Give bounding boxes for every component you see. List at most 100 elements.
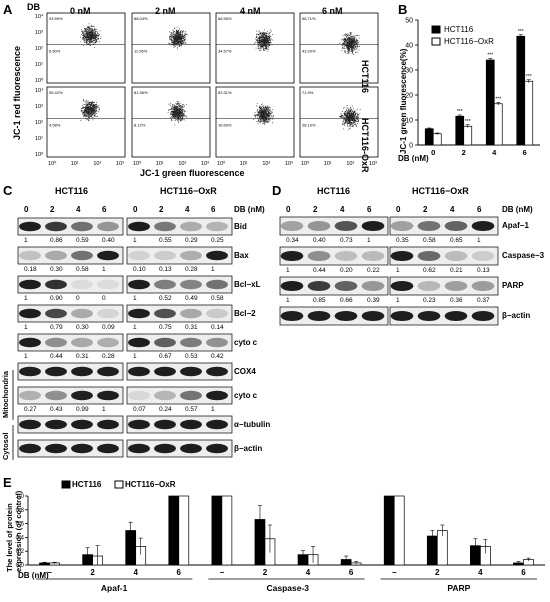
blot-quant-value: 0.43: [50, 406, 63, 413]
blot-band: [417, 280, 441, 292]
panel-e-x-tick-label: −: [219, 568, 225, 577]
flow-plot-frame: [131, 12, 211, 84]
blot-protein-label: COX4: [234, 366, 256, 376]
blot-band: [45, 366, 67, 377]
blot-band: [180, 250, 202, 261]
blot-band: [180, 337, 202, 348]
blot-band: [45, 221, 67, 232]
blot-band: [97, 419, 119, 430]
blot-band: [206, 250, 228, 261]
blot-band: [71, 337, 93, 348]
blot-dose-label: 2: [423, 205, 428, 214]
blot-box: [17, 217, 124, 236]
blot-band: [71, 366, 93, 377]
panel-b-significance: ***: [518, 29, 524, 35]
blot-band: [128, 443, 150, 454]
blot-dose-label: 0: [286, 205, 291, 214]
blot-box: [126, 304, 233, 323]
blot-band: [97, 250, 119, 261]
blot-dose-label: 0: [24, 205, 29, 214]
blot-quant-value: 1: [102, 406, 106, 413]
blot-quant-value: 0.49: [185, 295, 198, 302]
blot-band: [71, 443, 93, 454]
flow-dots: [80, 99, 100, 122]
panel-b-x-tick-label: 4: [492, 148, 497, 157]
panel-b-significance: ***: [495, 97, 501, 103]
panel-a-conc-0: 0 nM: [70, 6, 91, 16]
panel-letter-e: E: [3, 475, 12, 490]
panel-a-conc-1: 2 nM: [155, 6, 176, 16]
blot-quant-value: 1: [24, 324, 28, 331]
panel-e-x-tick-label: 6: [176, 568, 181, 577]
blot-band: [206, 221, 228, 232]
blot-band: [71, 390, 93, 401]
blot-band: [97, 337, 119, 348]
blot-quant-value: 1: [24, 353, 28, 360]
blot-band: [128, 308, 150, 319]
blot-protein-label: β−actin: [234, 443, 263, 453]
panel-b-y-tick-label: 10: [405, 118, 413, 125]
blot-protein-label: PARP: [502, 281, 524, 290]
blot-quant-value: 0.30: [50, 266, 63, 273]
panel-e-legend-swatch-1: [114, 480, 124, 489]
panel-e-ylabel: The level of protein expression (of cont…: [5, 490, 23, 572]
blot-box: [126, 386, 233, 405]
quadrant-bottom-value: 28.10%: [302, 123, 316, 128]
flow-plot-frame: [131, 86, 211, 158]
blot-db-label: DB (nM): [234, 205, 265, 214]
blot-band: [154, 221, 176, 232]
y-tick-label: 10²: [35, 120, 43, 126]
blot-band: [128, 337, 150, 348]
blot-quant-value: 0.21: [450, 267, 463, 274]
blot-quant-value: 1: [211, 406, 215, 413]
flow-plot-frame: [46, 86, 126, 158]
blot-band: [417, 310, 441, 322]
blot-box: [126, 439, 233, 458]
blot-quant-value: 0.66: [340, 297, 353, 304]
blot-band: [444, 280, 468, 292]
blot-band: [334, 220, 358, 232]
blot-quant-value: 0.55: [159, 237, 172, 244]
blot-band: [19, 443, 41, 454]
panel-b-legend-0: HCT116: [444, 25, 474, 34]
blot-quant-value: 0.86: [50, 237, 63, 244]
panel-letter-d: D: [272, 183, 282, 198]
panel-b-significance: ***: [465, 119, 471, 125]
blot-band: [128, 366, 150, 377]
blot-quant-value: 1: [102, 266, 106, 273]
panel-e-x-tick-label: 4: [478, 568, 483, 577]
blot-band: [154, 337, 176, 348]
blot-quant-value: 0.62: [423, 267, 436, 274]
panel-b-y-tick-label: 30: [405, 68, 413, 75]
panel-b-xlabel: DB (nM): [398, 154, 429, 163]
panel-e-group-label: Caspase-3: [266, 583, 310, 593]
blot-band: [390, 280, 414, 292]
blot-band: [307, 280, 331, 292]
panel-e-x-tick-label: −: [47, 568, 52, 577]
blot-quant-value: 0.28: [102, 353, 115, 360]
blot-quant-value: 0.13: [477, 267, 490, 274]
blot-quant-value: 0.07: [133, 406, 146, 413]
panel-a-db-label: DB: [27, 2, 40, 12]
quadrant-top-value: 83.31%: [218, 90, 232, 95]
panel-e-x-tick-label: 6: [348, 568, 354, 577]
quadrant-bottom-value: 34.57%: [218, 49, 232, 54]
blot-band: [471, 310, 495, 322]
panel-e-y-tick-label: 0.4: [16, 535, 25, 541]
blot-quant-value: 1: [133, 353, 137, 360]
blot-band: [444, 250, 468, 262]
panel-a-xlabel: JC-1 green fluorescence: [140, 168, 245, 178]
blot-band: [280, 310, 304, 322]
blot-quant-value: 0: [102, 295, 106, 302]
blot-quant-value: 1: [286, 267, 290, 274]
blot-band: [361, 280, 385, 292]
flow-plot-frame: [215, 12, 295, 84]
panel-b-significance: ***: [487, 53, 493, 59]
blot-quant-value: 1: [24, 237, 28, 244]
blot-quant-value: 0.10: [133, 266, 146, 273]
blot-band: [97, 390, 119, 401]
blot-box: [17, 304, 124, 323]
panel-e-x-tick-label: 2: [435, 568, 440, 577]
y-tick-label: 10²: [35, 46, 43, 52]
panel-letter-b: B: [398, 2, 408, 17]
